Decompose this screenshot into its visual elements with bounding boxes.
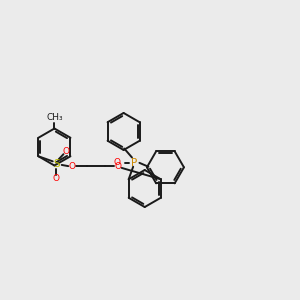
Text: O: O bbox=[53, 174, 60, 183]
Text: S: S bbox=[53, 159, 60, 169]
Text: CH₃: CH₃ bbox=[46, 113, 63, 122]
Text: O: O bbox=[62, 147, 69, 156]
Text: O: O bbox=[68, 162, 75, 171]
Text: O: O bbox=[113, 158, 121, 167]
Text: P: P bbox=[131, 158, 137, 168]
Text: O: O bbox=[114, 162, 121, 171]
